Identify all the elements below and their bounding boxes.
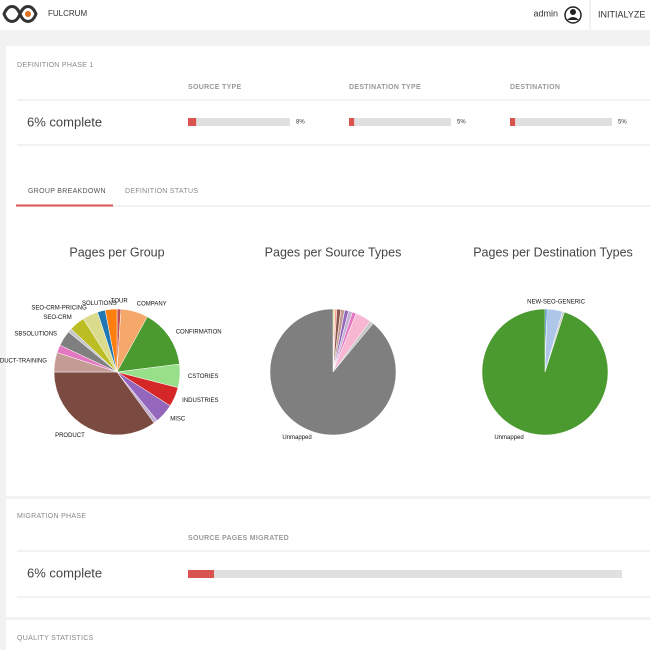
pie-slice bbox=[481, 308, 609, 436]
chart-title: Pages per Group bbox=[69, 245, 164, 259]
progress-fill bbox=[188, 570, 215, 578]
user-name[interactable]: admin bbox=[533, 8, 558, 18]
chart-title: Pages per Destination Types bbox=[473, 245, 633, 259]
slice-label: Unmapped bbox=[282, 435, 311, 441]
slice-label: SOLUTIONS bbox=[82, 301, 117, 307]
slice-label: COMPANY bbox=[137, 301, 167, 307]
section-title: DEFINITION PHASE 1 bbox=[17, 62, 94, 69]
slice-label: INDUSTRIES bbox=[182, 398, 218, 404]
progress-track bbox=[188, 118, 290, 126]
pie-slice bbox=[269, 308, 397, 436]
section-title: QUALITY STATISTICS bbox=[17, 635, 94, 642]
progress-label: 8% bbox=[296, 120, 305, 126]
logo bbox=[2, 5, 38, 23]
slice-label: Unmapped bbox=[494, 435, 523, 441]
brand: FULCRUM bbox=[48, 9, 87, 18]
slice-label: SBSOLUTIONS bbox=[14, 332, 57, 338]
chart-title: Pages per Source Types bbox=[265, 245, 402, 259]
slice-label: MISC bbox=[170, 417, 186, 423]
slice-label: CONFIRMATION bbox=[176, 330, 222, 336]
progress-label: 5% bbox=[457, 120, 466, 126]
progress-track bbox=[510, 118, 612, 126]
section-title: MIGRATION PHASE bbox=[17, 513, 86, 520]
slice-label: DUCT-TRAINING bbox=[0, 358, 47, 364]
summary: 6% complete bbox=[27, 565, 102, 580]
progress-fill bbox=[188, 118, 197, 126]
summary: 6% complete bbox=[27, 114, 102, 129]
column-header: SOURCE PAGES MIGRATED bbox=[188, 535, 289, 542]
migration-card bbox=[6, 499, 650, 617]
top-bar bbox=[0, 0, 650, 30]
column-header: SOURCE TYPE bbox=[188, 84, 242, 91]
column-header: DESTINATION TYPE bbox=[349, 84, 421, 91]
pie-slice bbox=[116, 316, 180, 373]
initialyze-button[interactable]: INITIALYZE bbox=[598, 9, 645, 19]
tab[interactable]: DEFINITION STATUS bbox=[125, 188, 198, 195]
progress-fill bbox=[349, 118, 355, 126]
quality-card bbox=[6, 620, 650, 650]
pie-slice bbox=[53, 371, 155, 436]
tab[interactable]: GROUP BREAKDOWN bbox=[28, 188, 106, 195]
slice-label: CSTORIES bbox=[188, 374, 219, 380]
progress-label: 5% bbox=[618, 120, 627, 126]
column-header: DESTINATION bbox=[510, 84, 560, 91]
slice-label: TOUR bbox=[111, 299, 129, 305]
progress-track bbox=[188, 570, 622, 578]
avatar[interactable] bbox=[564, 6, 582, 24]
progress-track bbox=[349, 118, 451, 126]
progress-fill bbox=[510, 118, 516, 126]
slice-label: NEW-SEO-GENERIC bbox=[527, 299, 586, 305]
slice-label: SEO-CRM bbox=[43, 315, 71, 321]
slice-label: SEO-CRM-PRICING bbox=[31, 305, 87, 311]
slice-label: PRODUCT bbox=[55, 433, 85, 439]
pie-slice bbox=[104, 308, 118, 373]
